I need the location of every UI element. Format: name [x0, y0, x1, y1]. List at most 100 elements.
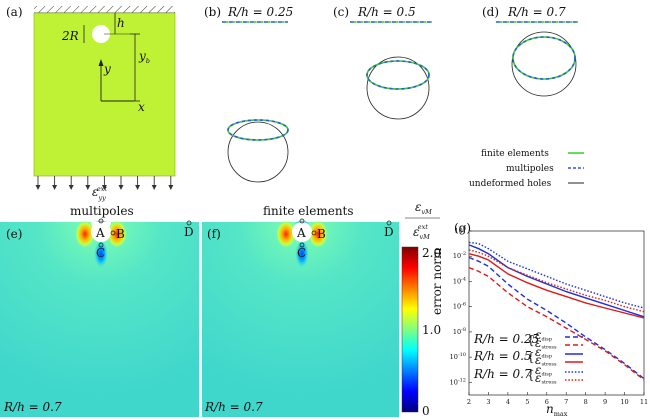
series-line-disp: [468, 241, 645, 309]
load-arrow-head: [168, 185, 174, 190]
panel-f-title: finite elements: [263, 204, 354, 218]
panel-b: (b) R/h = 0.25: [204, 5, 293, 183]
panel-c: (c) R/h = 0.5: [333, 5, 432, 120]
panel-a-label: (a): [6, 5, 23, 19]
legend-brace: {: [527, 368, 535, 382]
load-arrow-head: [135, 185, 141, 190]
panel-a: (a) h 2R yb y x εyyext: [6, 5, 176, 202]
panel-f: A B C D (f) finite elements R/h = 0.7: [202, 204, 399, 417]
clamped-edge: [34, 6, 175, 13]
panel-e-ratio: R/h = 0.7: [3, 400, 62, 414]
hole-e: [91, 222, 111, 242]
point-c-e: C: [96, 246, 105, 260]
load-arrows: [35, 176, 174, 190]
panel-c-label: (c): [333, 5, 349, 19]
x-axis-label: nmax: [546, 402, 568, 418]
series-line-stress: [468, 253, 645, 319]
chart-series: [468, 241, 645, 381]
colorbar-tick-max: 2.0: [422, 246, 441, 260]
colorbar-title-den: εvMext: [413, 223, 430, 241]
hole: [92, 25, 110, 43]
mp-hole-b: [227, 119, 289, 141]
series-line-disp: [468, 256, 645, 380]
point-c-f: C: [297, 246, 306, 260]
y-axis-label: error norm: [430, 247, 444, 315]
panel-g-label: (g): [454, 221, 471, 235]
shape-legend: finite elements multipoles undeformed ho…: [469, 149, 584, 189]
x-tick-label: 7: [564, 398, 568, 406]
point-a-f: A: [296, 226, 306, 240]
y-tick-label: 10-4: [453, 276, 466, 285]
panel-e: A B C D (e) multipoles R/h = 0.7: [0, 204, 199, 417]
x-tick-label: 6: [545, 398, 549, 406]
legend-uh-label: undeformed holes: [469, 179, 552, 189]
chart-frame: [468, 230, 645, 396]
dim-2r: 2R: [61, 29, 79, 43]
x-tick-label: 10: [620, 398, 628, 406]
x-ticks: 2 3 4 5 6 7 8 9 10 11: [467, 392, 648, 406]
colorbar-title-num: εvM: [415, 200, 432, 216]
y-tick-label: 10-12: [450, 377, 466, 386]
panel-d-label: (d): [482, 5, 499, 19]
point-d-f: D: [384, 225, 394, 239]
y-tick-label: 100: [455, 226, 466, 235]
y-tick-label: 10-2: [453, 251, 466, 260]
load-arrow-head: [35, 185, 41, 190]
point-a-e: A: [95, 226, 105, 240]
panel-e-title: multipoles: [70, 204, 134, 218]
mp-hole-d: [512, 36, 576, 80]
x-tick-label: 2: [467, 398, 471, 406]
panel-d: (d) R/h = 0.7: [482, 5, 578, 97]
x-tick-label: 9: [603, 398, 607, 406]
load-label: εyyext: [92, 185, 107, 202]
y-tick-label: 10-10: [450, 352, 466, 361]
dim-h: h: [117, 16, 125, 30]
load-arrow-head: [151, 185, 157, 190]
legend-stress-label: εstress: [535, 371, 557, 386]
axis-x-label: x: [138, 100, 145, 114]
colorbar-tick-mid: 1.0: [422, 323, 441, 337]
colorbar-tick-min: 0: [422, 404, 430, 418]
panel-b-label: (b): [204, 5, 221, 19]
load-arrow-head: [85, 185, 91, 190]
legend-fe-label: finite elements: [481, 149, 549, 159]
legend-disp-label: εdisp: [535, 328, 552, 343]
x-tick-label: 8: [584, 398, 588, 406]
legend-disp-label: εdisp: [535, 345, 552, 360]
x-tick-label: 4: [506, 398, 510, 406]
colorbar: εvM εvMext 2.0 1.0 0: [401, 200, 441, 418]
series-line-disp: [468, 244, 645, 318]
y-tick-label: 10-8: [453, 327, 466, 336]
load-arrow-head: [68, 185, 74, 190]
load-arrow-head: [101, 185, 107, 190]
legend-group-label: R/h = 0.25: [473, 332, 539, 346]
mp-hole-c: [366, 60, 430, 90]
point-d-e: D: [184, 225, 194, 239]
load-arrow-head: [118, 185, 124, 190]
legend-group-label: R/h = 0.7: [473, 367, 532, 381]
dim-yb: yb: [138, 49, 150, 65]
legend-brace: {: [527, 333, 535, 347]
legend-brace: {: [527, 350, 535, 364]
legend-stress-label: εstress: [535, 336, 557, 351]
x-tick-label: 11: [640, 398, 648, 406]
undeformed-hole-d: [511, 31, 577, 97]
panel-f-label: (f): [207, 227, 221, 241]
axis-y-label: y: [103, 62, 111, 76]
legend-mp-label: multipoles: [506, 164, 554, 174]
x-tick-label: 5: [525, 398, 529, 406]
undeformed-hole-b: [227, 121, 289, 183]
load-arrow-head: [52, 185, 58, 190]
hole-f: [292, 222, 312, 242]
y-tick-label: 10-6: [453, 302, 466, 311]
legend-stress-label: εstress: [535, 353, 557, 368]
legend-disp-label: εdisp: [535, 363, 552, 378]
panel-e-label: (e): [6, 227, 22, 241]
colorbar-gradient: [401, 246, 419, 413]
undeformed-hole-c: [366, 56, 430, 120]
point-b-f: B: [317, 227, 326, 241]
series-line-stress: [468, 266, 645, 381]
panel-g: (g) 2 3 4 5 6 7 8 9 10 11 100 10-2 10-4 10-6 10-8 10-1…: [430, 221, 648, 418]
